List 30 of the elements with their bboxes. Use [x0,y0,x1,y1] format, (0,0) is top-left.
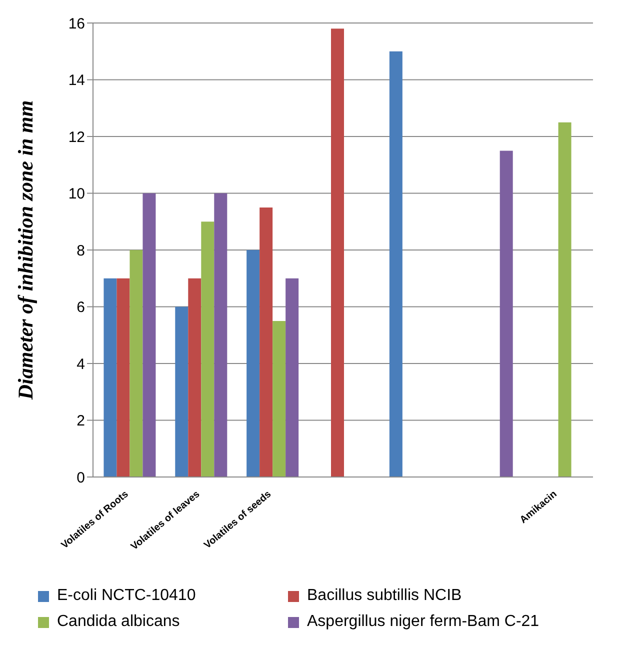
bar [188,278,202,477]
legend-label: Aspergillus niger ferm-Bam C-21 [307,613,540,631]
y-tick-label: 10 [68,186,85,203]
legend-label: Candida albicans [57,613,180,631]
bar [104,278,117,477]
bar [130,250,143,477]
bar [500,150,513,477]
bar [272,320,286,477]
y-tick-label: 0 [76,469,85,486]
y-tick-label: 6 [76,299,85,316]
y-tick-label: 4 [76,356,85,373]
bar [260,207,273,477]
y-tick-label: 8 [76,242,85,260]
y-tick-label: 14 [68,72,85,90]
legend-label: Bacillus subtillis NCIB [307,587,462,605]
bar [142,193,156,477]
legend-label: E-coli NCTC-10410 [57,587,196,605]
y-tick-label: 16 [68,15,85,32]
bar [175,306,188,477]
bar [246,250,260,477]
y-axis-title: Diameter of inhibition zone in mm [13,100,38,401]
bar [558,122,572,477]
bar [389,51,402,477]
bar [116,278,130,477]
bar [214,193,228,477]
y-tick-label: 12 [68,128,85,146]
bar [286,278,299,477]
y-tick-label: 2 [76,412,85,430]
bar [201,222,214,477]
bar [331,28,344,477]
